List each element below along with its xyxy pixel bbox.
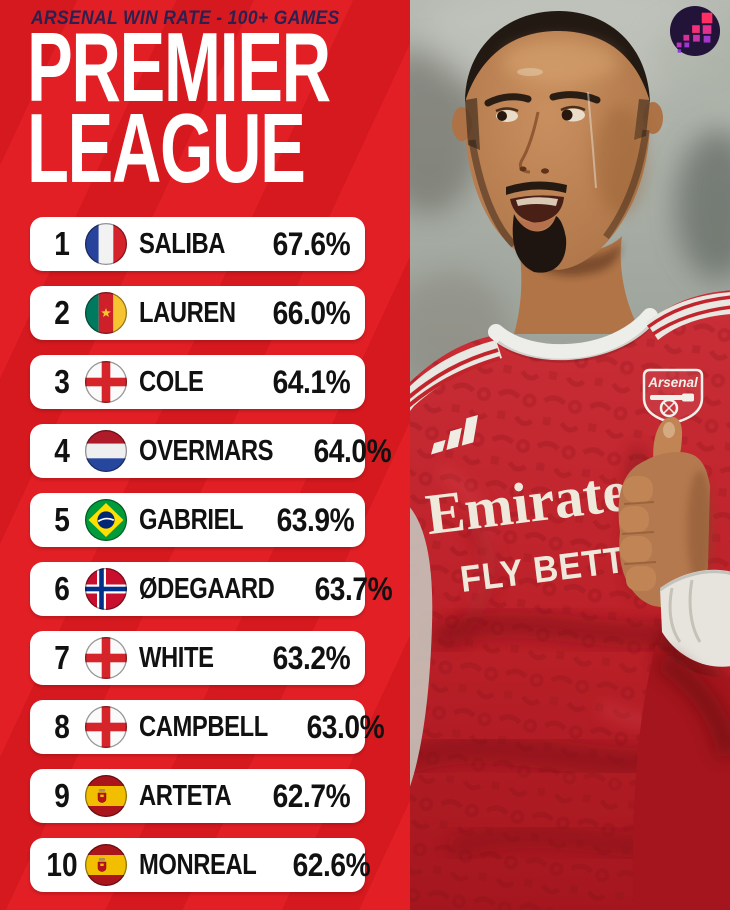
ranking-row: 3 COLE 64.1% [30, 355, 365, 409]
rank-number: 9 [54, 777, 70, 814]
ranking-row: 1 SALIBA 67.6% [30, 217, 365, 271]
ranking-row: 7 WHITE 63.2% [30, 631, 365, 685]
player-name: SALIBA [139, 227, 226, 260]
sleeve-cuff [632, 569, 730, 910]
player-photo-panel: Emirates FLY BETTER Arsenal [410, 0, 730, 910]
flag-netherlands-icon [84, 429, 128, 473]
rank-number: 8 [54, 708, 70, 745]
flag-england-icon [84, 360, 128, 404]
win-rate-value: 64.0% [313, 432, 391, 469]
flag-brazil-icon [84, 498, 128, 542]
ranking-list: 1 SALIBA 67.6% 2 LAUREN 66.0% 3 COLE 64.… [30, 217, 393, 892]
crest-text: Arsenal [647, 375, 698, 390]
player-name: ØDEGAARD [139, 572, 275, 605]
subtitle: ARSENAL WIN RATE - 100+ GAMES [31, 8, 340, 29]
win-rate-value: 67.6% [272, 225, 350, 262]
flag-norway-icon [84, 567, 128, 611]
ranking-row: 4 OVERMARS 64.0% [30, 424, 391, 478]
ranking-row: 5 GABRIEL 63.9% [30, 493, 365, 547]
rank-number: 6 [54, 570, 70, 607]
flag-spain-icon [84, 774, 128, 818]
ranking-row: 2 LAUREN 66.0% [30, 286, 365, 340]
flag-england-icon [84, 705, 128, 749]
flag-england-icon [84, 636, 128, 680]
brand-logo [669, 5, 721, 57]
flag-cameroon-icon [84, 291, 128, 335]
win-rate-value: 62.6% [292, 846, 371, 883]
ranking-row: 9 ARTETA 62.7% [30, 769, 365, 823]
win-rate-value: 63.2% [272, 639, 350, 676]
page-title: PREMIER LEAGUE [27, 12, 331, 203]
ranking-panel: ARSENAL WIN RATE - 100+ GAMES PREMIER LE… [0, 0, 410, 910]
title-line-1: PREMIER [27, 12, 331, 122]
win-rate-value: 64.1% [272, 363, 350, 400]
arsenal-crest-icon: Arsenal [642, 368, 704, 425]
win-rate-value: 63.9% [276, 501, 355, 538]
rank-number: 5 [54, 501, 70, 538]
jersey-collar [410, 292, 730, 411]
pixel-stairs-logo-icon [669, 5, 721, 57]
player-head [452, 10, 663, 273]
thumbs-up-hand [618, 416, 713, 608]
rank-number: 3 [54, 363, 70, 400]
rank-number: 10 [46, 846, 78, 883]
player-name: WHITE [139, 641, 214, 674]
player-name: ARTETA [139, 779, 232, 812]
rank-number: 4 [54, 432, 70, 469]
base-layer-sleeve [410, 507, 433, 787]
player-name: OVERMARS [139, 434, 274, 467]
rank-number: 2 [54, 294, 70, 331]
win-rate-value: 63.0% [306, 708, 385, 745]
win-rate-value: 63.7% [314, 570, 393, 607]
ranking-row: 8 CAMPBELL 63.0% [30, 700, 385, 754]
player-photo-illustration: Emirates FLY BETTER Arsenal [410, 0, 730, 910]
player-name: CAMPBELL [139, 710, 268, 743]
ranking-row: 6 ØDEGAARD 63.7% [30, 562, 393, 616]
title-line-2: LEAGUE [27, 93, 306, 203]
ranking-row: 10 MONREAL 62.6% [30, 838, 371, 892]
adidas-logo-icon [431, 414, 478, 455]
player-name: LAUREN [139, 296, 236, 329]
rank-number: 1 [54, 225, 70, 262]
flag-france-icon [84, 222, 128, 266]
flag-spain-icon [84, 843, 128, 887]
win-rate-value: 62.7% [272, 777, 350, 814]
player-name: GABRIEL [139, 503, 244, 536]
win-rate-value: 66.0% [272, 294, 350, 331]
player-name: MONREAL [139, 848, 257, 881]
rank-number: 7 [54, 639, 70, 676]
player-name: COLE [139, 365, 204, 398]
